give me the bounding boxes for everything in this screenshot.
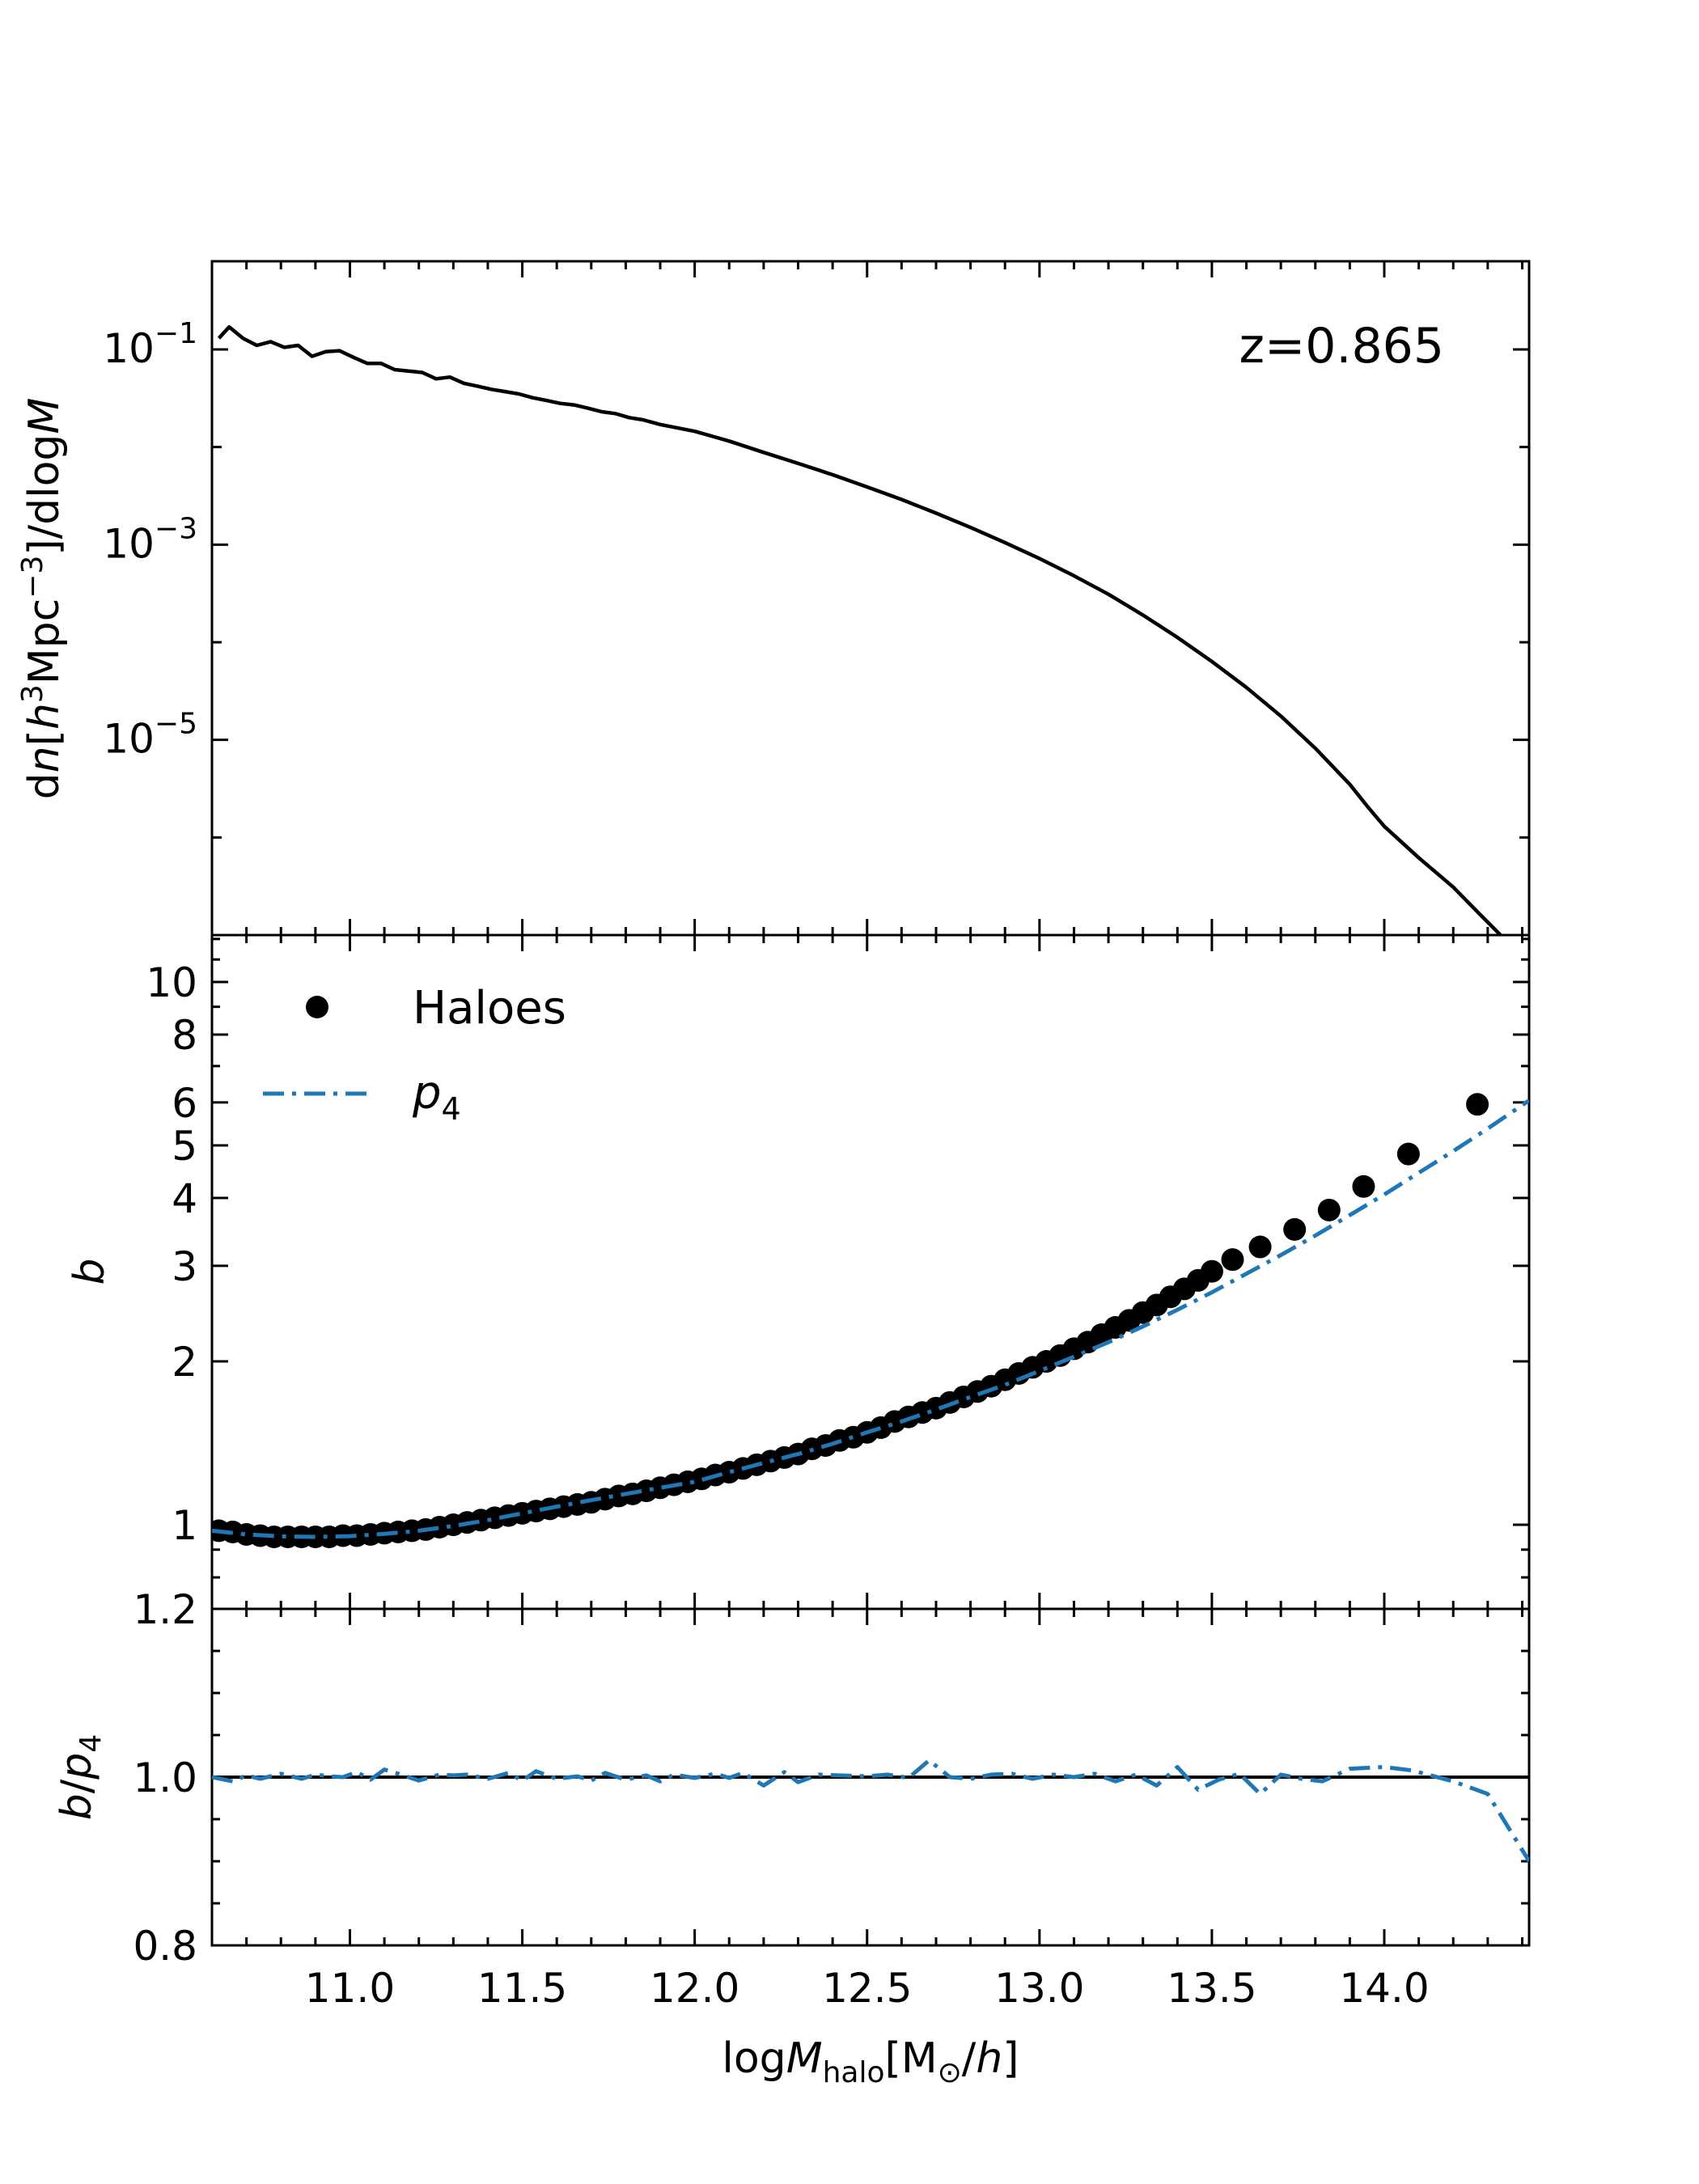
y-tick-label: 8 bbox=[172, 1012, 197, 1059]
p4-line bbox=[212, 1098, 1529, 1539]
y-tick-label: 10−1 bbox=[103, 317, 197, 372]
halo-point bbox=[1317, 1198, 1341, 1221]
x-tick-label: 11.0 bbox=[305, 1965, 395, 2012]
halo-point bbox=[1221, 1248, 1244, 1272]
mass-function-ylabel: dn[h3Mpc−3]/dlogM bbox=[16, 398, 69, 800]
x-tick-label: 13.5 bbox=[1167, 1965, 1256, 2012]
legend: Haloes p4 bbox=[263, 982, 566, 1127]
axis-ticks: 11.0 11.5 12.0 12.5 13.0 13.5 14.010−110−310−5… bbox=[103, 261, 1529, 2012]
halo-point bbox=[1466, 1093, 1489, 1116]
x-tick-label: 11.5 bbox=[477, 1965, 567, 2012]
x-tick-label: 12.5 bbox=[822, 1965, 912, 2012]
y-tick-label: 10−5 bbox=[103, 708, 197, 763]
data-series bbox=[212, 324, 1529, 1863]
halo-point bbox=[1248, 1235, 1272, 1259]
halo-point bbox=[1283, 1217, 1307, 1241]
x-tick-label: 13.0 bbox=[994, 1965, 1084, 2012]
y-tick-label: 0.8 bbox=[133, 1923, 197, 1970]
bias-ylabel: b bbox=[66, 1258, 114, 1285]
y-tick-label: 1.0 bbox=[133, 1754, 197, 1801]
y-tick-label: 5 bbox=[172, 1123, 197, 1170]
y-tick-label: 10 bbox=[146, 959, 197, 1006]
legend-marker-haloes bbox=[306, 996, 328, 1018]
y-tick-label: 2 bbox=[172, 1339, 197, 1386]
mass-function-line bbox=[217, 324, 1503, 935]
y-tick-label: 3 bbox=[172, 1243, 197, 1290]
halo-point bbox=[1352, 1175, 1375, 1198]
ratio-ylabel: b/p4 bbox=[53, 1734, 108, 1820]
legend-label-haloes: Haloes bbox=[413, 982, 566, 1035]
y-tick-label: 1 bbox=[172, 1502, 197, 1549]
halo-point bbox=[1396, 1142, 1420, 1166]
x-axis-label: logMhalo[M⊙/h] bbox=[722, 2034, 1019, 2089]
b-p4-line bbox=[212, 1758, 1529, 1863]
y-tick-label: 6 bbox=[172, 1080, 197, 1127]
y-tick-label: 1.2 bbox=[133, 1586, 197, 1633]
y-tick-label: 4 bbox=[172, 1175, 197, 1222]
legend-label-p4: p4 bbox=[412, 1067, 461, 1127]
x-tick-label: 12.0 bbox=[650, 1965, 739, 2012]
redshift-annotation: z=0.865 bbox=[1239, 318, 1444, 375]
halo-point bbox=[1200, 1259, 1223, 1283]
x-tick-label: 14.0 bbox=[1339, 1965, 1429, 2012]
y-tick-label: 10−3 bbox=[103, 512, 197, 567]
